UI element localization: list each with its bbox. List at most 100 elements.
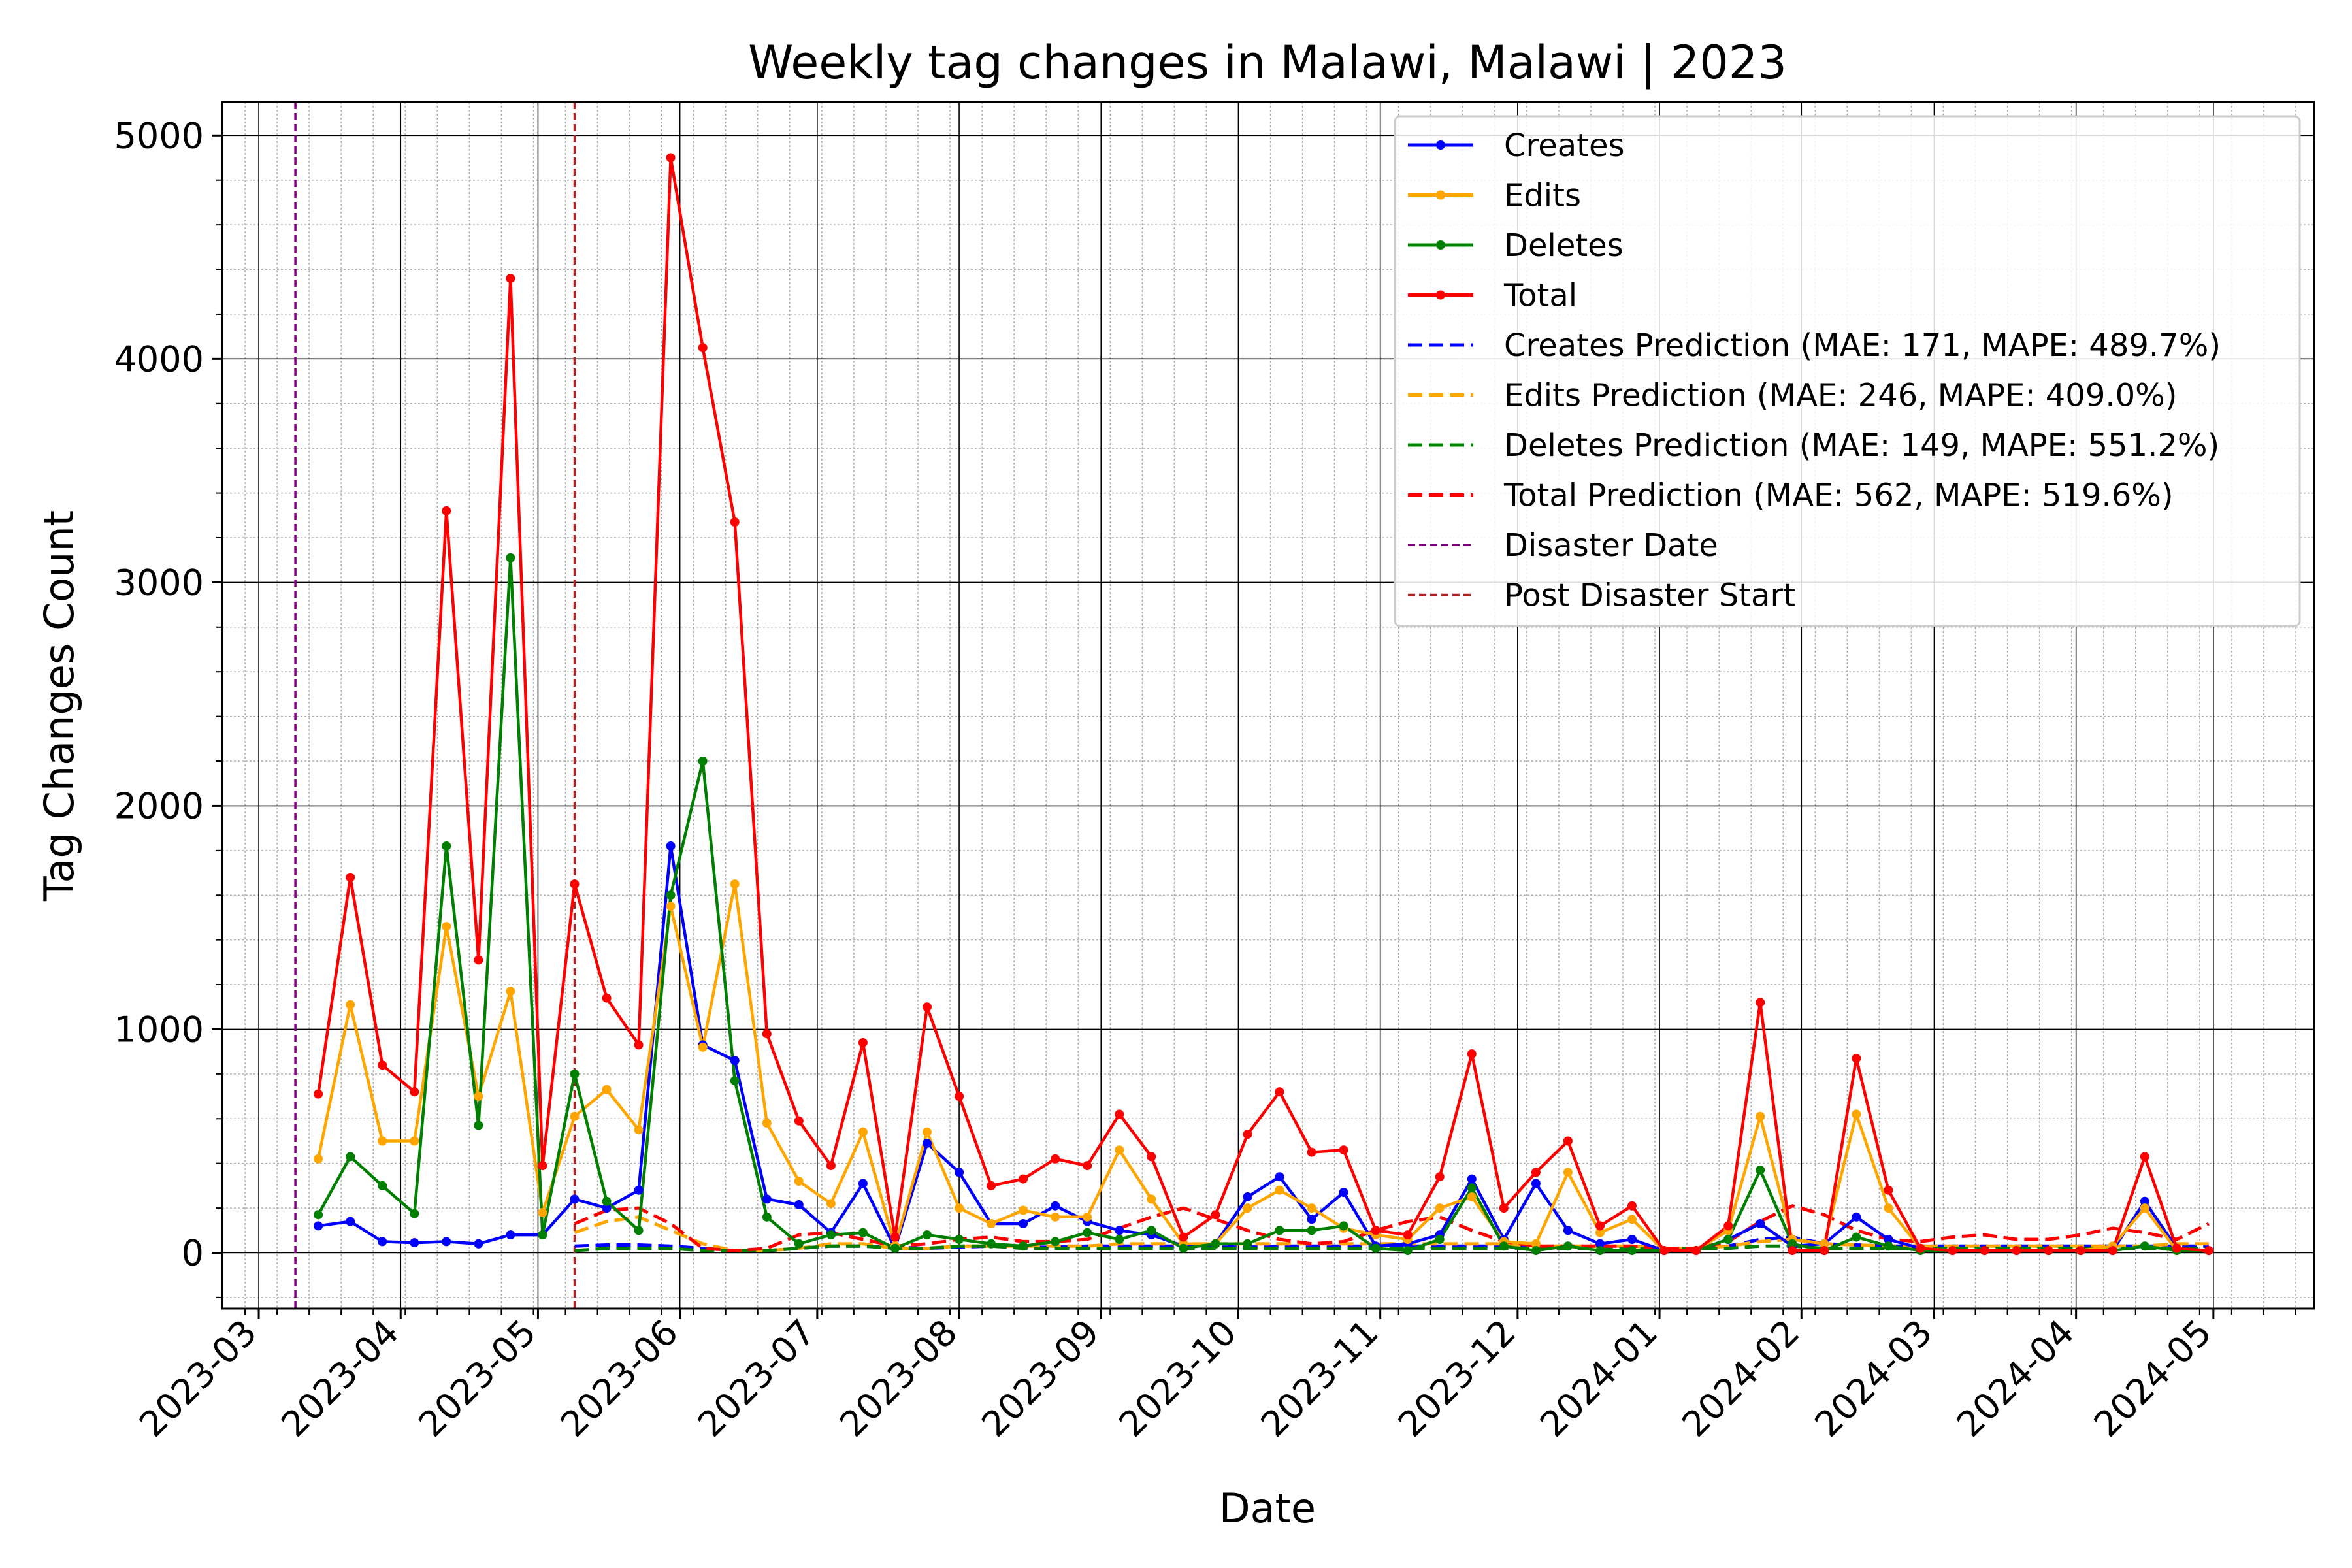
data-point [2140,1203,2149,1213]
data-point [1083,1228,1092,1237]
data-point [1595,1246,1605,1256]
data-point [698,757,708,766]
data-point [794,1177,804,1186]
data-point [826,1230,836,1240]
data-point [2172,1243,2181,1253]
data-point [346,1152,355,1162]
data-point [602,993,612,1003]
legend-label: Creates [1504,127,1625,164]
data-point [923,1138,932,1148]
data-point [506,274,515,284]
data-point [2140,1241,2149,1251]
data-point [410,1209,419,1218]
data-point [1243,1239,1252,1249]
data-point [987,1239,996,1249]
data-point [1115,1109,1124,1119]
data-point [602,1203,612,1213]
data-point [1980,1246,1989,1256]
data-point [1019,1219,1028,1228]
data-point [762,1119,772,1128]
data-point [1691,1246,1701,1256]
data-point [410,1087,419,1097]
data-point [634,1185,644,1195]
data-point [858,1127,868,1137]
data-point [1852,1053,1861,1063]
data-point [1563,1136,1573,1146]
data-point [730,517,740,527]
data-point [314,1154,323,1164]
data-point [1435,1172,1445,1182]
data-point [1275,1087,1284,1097]
data-point [1019,1241,1028,1251]
data-point [1563,1241,1573,1251]
data-point [1595,1228,1605,1237]
data-point [2140,1196,2149,1206]
data-point [602,1085,612,1094]
data-point [890,1243,900,1253]
data-point [923,1002,932,1012]
data-point [634,1040,644,1050]
data-point [858,1038,868,1047]
data-point [698,1042,708,1052]
data-point [442,841,451,851]
data-point [1051,1212,1060,1222]
data-point [1179,1232,1188,1242]
data-point [1563,1168,1573,1177]
data-point [955,1168,964,1177]
data-point [858,1179,868,1188]
data-point [1307,1147,1316,1157]
data-point [1884,1241,1893,1251]
data-point [1019,1174,1028,1184]
legend: Creates Edits Deletes Total Creates Predicti… [1394,115,2301,627]
data-point [1467,1049,1477,1059]
data-point [1788,1246,1797,1256]
data-point [442,506,451,515]
data-point [1435,1235,1445,1244]
data-point [987,1181,996,1190]
data-point [1627,1246,1637,1256]
legend-box [1394,115,2301,627]
y-tick-label: 0 [182,1232,204,1273]
data-point [1723,1221,1733,1231]
data-point [1307,1203,1316,1213]
data-point [570,1069,580,1079]
y-tick-label: 5000 [114,115,204,156]
data-point [826,1199,836,1209]
data-point [474,955,483,965]
data-point [1659,1246,1669,1256]
data-point [1467,1192,1477,1201]
data-point [1051,1201,1060,1211]
data-point [474,1092,483,1102]
data-point [1756,998,1765,1007]
data-point [1531,1168,1541,1177]
legend-label: Disaster Date [1504,527,1718,564]
data-point [474,1120,483,1130]
data-point [1595,1239,1605,1249]
data-point [442,922,451,932]
data-point [1916,1243,1925,1253]
data-point [1179,1243,1188,1253]
data-point [1371,1226,1380,1235]
x-axis-label: Date [1219,1484,1316,1532]
series-line [316,156,2209,1252]
data-point [2012,1246,2021,1256]
data-point [762,1029,772,1039]
data-point [2076,1246,2085,1256]
data-point [538,1161,547,1171]
data-point [1243,1203,1252,1213]
data-point [506,553,515,563]
data-point [1531,1246,1541,1256]
data-point [987,1219,996,1228]
legend-label: Deletes [1504,227,1624,264]
data-point [1211,1210,1220,1220]
data-point [955,1235,964,1244]
data-point [1531,1239,1541,1249]
data-point [955,1203,964,1213]
data-point [1147,1152,1156,1162]
data-point [1051,1154,1060,1164]
data-point [794,1116,804,1126]
data-point [1339,1188,1348,1198]
data-point [378,1181,387,1190]
data-point [314,1210,323,1220]
data-point [1339,1145,1348,1155]
